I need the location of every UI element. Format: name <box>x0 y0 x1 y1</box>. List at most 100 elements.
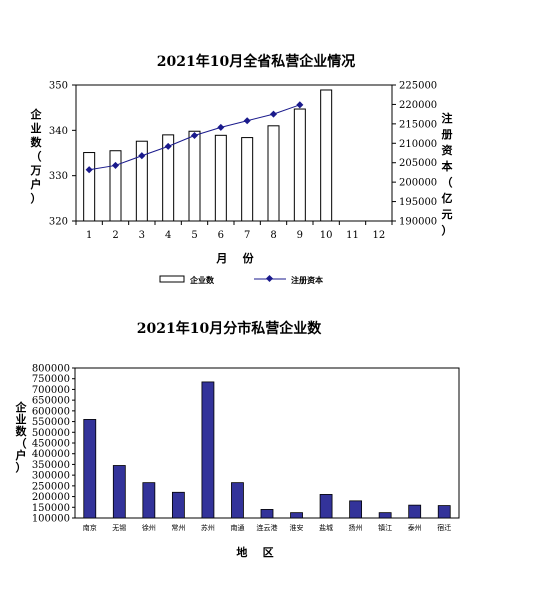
chart-2-title: 2021年10月分市私营企业数 <box>137 320 322 337</box>
x-tick-label: 2 <box>112 230 118 241</box>
y-tick-label: 300000 <box>32 471 70 482</box>
y-tick-label: 100000 <box>32 514 70 525</box>
x-tick-label: 镇江 <box>378 523 392 532</box>
x-tick-label: 5 <box>191 230 197 241</box>
chart-2-xlabel: 地 区 <box>236 545 273 559</box>
chart-1-bars <box>83 89 333 222</box>
y-tick-label: 500000 <box>32 428 70 439</box>
ylabel-right-char: 资 <box>442 143 453 157</box>
line-point <box>269 110 278 118</box>
line-point <box>111 161 120 169</box>
ylabel-left-char: 万 <box>30 164 42 177</box>
chart-1-x-axis: 1 2 3 4 5 6 7 8 9 10 11 12 <box>75 221 393 241</box>
ylabel-right-char: 元 <box>442 208 453 221</box>
chart-2-x-axis: 南京 无锡 徐州 常州 苏州 南通 连云港 淮安 盐城 扬州 镇江 泰州 宿迁 <box>83 523 451 532</box>
ylabel-right-char: 册 <box>442 128 453 141</box>
x-tick-label: 1 <box>86 230 92 241</box>
right-tick-label: 220000 <box>399 100 437 111</box>
ylabel-right-char: 本 <box>442 159 453 173</box>
ylabel-left-char: 企 <box>30 107 43 121</box>
bar-南京 <box>83 419 97 519</box>
line-point <box>138 152 146 160</box>
chart-2-ylabel: 企业数（户） <box>15 400 28 474</box>
x-tick-label: 宿迁 <box>437 523 451 532</box>
ylabel-char: （ <box>16 437 27 450</box>
x-tick-label: 扬州 <box>349 523 363 532</box>
chart-1-plot-area <box>75 84 393 222</box>
bar-常州 <box>171 491 185 519</box>
x-tick-label: 10 <box>320 230 333 241</box>
ylabel-right-char: ） <box>442 224 453 237</box>
chart-1-left-axis: 320 330 340 350 <box>49 81 76 228</box>
chart-2-plot-area <box>74 367 460 519</box>
x-tick-label: 连云港 <box>257 523 278 532</box>
ylabel-char: 户 <box>16 448 27 462</box>
bar-month-4 <box>162 134 175 222</box>
ylabel-left-char: ） <box>31 192 42 205</box>
bar-苏州 <box>201 381 215 519</box>
x-tick-label: 盐城 <box>319 523 333 532</box>
bar-淮安 <box>290 512 303 519</box>
line-point <box>85 166 93 174</box>
bar-宿迁 <box>437 505 451 519</box>
right-tick-label: 205000 <box>399 158 437 169</box>
right-tick-label: 210000 <box>399 139 437 150</box>
x-tick-label: 6 <box>218 230 224 241</box>
x-tick-label: 苏州 <box>201 523 215 532</box>
bar-盐城 <box>319 494 333 519</box>
chart-2-y-axis: 1000001500002000002500003000003500004000… <box>32 364 75 525</box>
y-tick-label: 400000 <box>32 449 70 460</box>
chart-1-xlabel: 月 份 <box>215 251 254 265</box>
line-point <box>296 101 304 109</box>
bar-徐州 <box>142 482 156 519</box>
y-tick-label: 150000 <box>32 503 70 514</box>
x-tick-label: 徐州 <box>142 523 156 532</box>
x-tick-label: 无锡 <box>112 523 126 532</box>
x-tick-label: 南通 <box>230 523 244 532</box>
x-tick-label: 9 <box>297 230 303 241</box>
bar-镇江 <box>378 512 392 519</box>
chart-1: 2021年10月全省私营企业情况 320 330 340 350 190000 1950… <box>30 53 453 285</box>
right-tick-label: 200000 <box>399 178 437 189</box>
y-tick-label: 200000 <box>32 492 70 503</box>
bar-连云港 <box>260 509 274 519</box>
bar-南通 <box>231 482 244 519</box>
ylabel-char: 企 <box>15 400 28 414</box>
left-tick-label: 320 <box>49 217 68 228</box>
y-tick-label: 250000 <box>32 481 70 492</box>
ylabel-right-char: 注 <box>442 111 453 125</box>
chart-1-title: 2021年10月全省私营企业情况 <box>157 53 355 70</box>
legend-line-marker <box>265 274 274 283</box>
bar-month-1 <box>83 152 96 222</box>
ylabel-right-char: 亿 <box>442 191 453 205</box>
legend-line-label: 注册资本 <box>291 275 323 285</box>
chart-1-right-axis: 190000 195000 200000 205000 210000 215000 2200… <box>392 81 437 228</box>
y-tick-label: 350000 <box>32 460 70 471</box>
ylabel-char: ） <box>16 461 27 474</box>
x-tick-label: 4 <box>165 230 171 241</box>
left-tick-label: 330 <box>49 171 68 182</box>
x-tick-label: 7 <box>244 230 250 241</box>
chart-1-line <box>85 101 304 174</box>
x-tick-label: 12 <box>372 230 385 241</box>
x-tick-label: 3 <box>139 230 145 241</box>
line-point <box>164 142 172 150</box>
chart-2: 2021年10月分市私营企业数 100000150000200000250000… <box>15 320 460 559</box>
ylabel-left-char: 数 <box>31 135 43 149</box>
x-tick-label: 11 <box>346 230 359 241</box>
right-tick-label: 215000 <box>399 119 437 130</box>
y-tick-label: 450000 <box>32 439 70 450</box>
bar-month-6 <box>214 134 227 222</box>
line-point <box>217 123 225 131</box>
chart-2-bars <box>83 381 451 519</box>
left-tick-label: 340 <box>49 126 68 137</box>
right-tick-label: 195000 <box>399 197 437 208</box>
bar-泰州 <box>408 504 422 519</box>
bar-month-2 <box>109 150 122 222</box>
chart-1-ylabel-left: 企业数（万户） <box>30 107 43 205</box>
ylabel-right-char: （ <box>442 176 453 189</box>
x-tick-label: 常州 <box>171 523 185 532</box>
legend-bar-label: 企业数 <box>189 275 215 285</box>
bar-month-7 <box>241 137 254 222</box>
